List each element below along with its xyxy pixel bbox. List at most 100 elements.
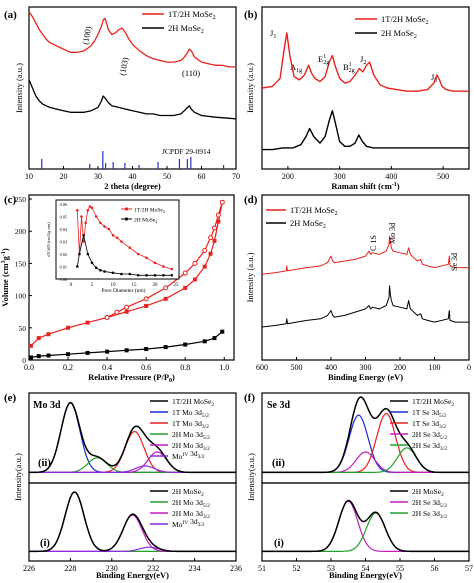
data-point-open xyxy=(211,225,217,231)
legend-2h: 2H MoSe2 xyxy=(168,23,204,35)
data-point-square xyxy=(144,347,149,352)
peak-label-103: (103) xyxy=(117,56,130,76)
data-point-open xyxy=(215,212,221,218)
y-axis-label: Intensity(a.u.) xyxy=(13,453,23,501)
fit-component-line xyxy=(29,491,236,553)
data-point-square xyxy=(28,355,33,360)
y-axis-tick-label: 0 xyxy=(22,356,26,365)
legend-text: 3d xyxy=(431,430,441,439)
inset-data-point xyxy=(90,261,94,265)
x-axis-tick-label: 200 xyxy=(394,363,406,372)
x-axis-tick-label: 600 xyxy=(256,363,268,372)
inset-y-tick-label: 0.01 xyxy=(60,265,67,270)
legend-label: 2H MoSe2 xyxy=(412,487,444,498)
x-axis-tick-label: 20 xyxy=(60,172,68,181)
inset-y-tick-label: 0.05 xyxy=(60,215,67,220)
x-axis-tick-label: 0.2 xyxy=(63,363,73,372)
legend-text: 3d xyxy=(188,517,198,526)
data-point-square xyxy=(208,251,213,256)
x-axis-tick-label: 232 xyxy=(147,564,159,573)
panel-f-plot-area: 51 52 53 54 55 56 57 Binding Energy(eV) Intensit… xyxy=(246,396,473,580)
legend-text: 1T xyxy=(412,419,421,428)
data-point-square xyxy=(220,329,225,334)
inset-x-axis-label: Pore Diameter (nm) xyxy=(102,287,146,294)
inset-data-point xyxy=(99,268,102,272)
legend-text: Mo xyxy=(181,498,194,507)
legend-text: Mo xyxy=(180,419,193,428)
inset-data-point xyxy=(145,273,148,277)
peak-label-j3: J3 xyxy=(431,72,437,84)
inset-data-point xyxy=(94,215,98,218)
x-axis-tick-label: 55 xyxy=(396,564,404,573)
jcpdf-label: JCPDF 29-0914 xyxy=(162,147,211,156)
legend-text: Se xyxy=(421,498,431,507)
panel-a-legend: 1T/2H MoSe2 2H MoSe2 xyxy=(142,9,216,35)
data-point-open xyxy=(114,309,120,315)
legend-sub: 3/2 xyxy=(198,454,205,460)
x-axis-label: Binding Energy(eV) xyxy=(329,570,402,580)
panel-c-frame xyxy=(28,194,235,361)
x-axis-tick-label: 300 xyxy=(360,363,372,372)
y-axis-label: Volume (cm3g-1) xyxy=(0,248,10,307)
legend-text: MoSe xyxy=(181,487,201,496)
legend-text: 3d xyxy=(193,441,203,450)
legend-text: 2H xyxy=(412,498,422,507)
x-axis-label-text: Relative Pressure (P/P xyxy=(88,372,169,382)
legend-text: Mo xyxy=(180,408,193,417)
legend-text: 2H xyxy=(172,441,182,450)
series-1t2h-line xyxy=(28,11,236,68)
y-axis-label: Intensity (a.u.) xyxy=(245,63,255,113)
data-point-open xyxy=(163,285,169,291)
legend-text: 3d xyxy=(431,498,441,507)
legend-label: MoIV 3d3/2 xyxy=(172,517,205,529)
data-point-square xyxy=(28,343,33,348)
data-point-open xyxy=(143,296,149,302)
x-axis-tick-label: 230 xyxy=(106,564,118,573)
legend-text: MoSe xyxy=(432,397,452,406)
legend-text: 3d xyxy=(193,498,203,507)
x-axis-tick-label: 54 xyxy=(362,564,370,573)
inset-y-axis-label: dV/dD (cm3/g nm) xyxy=(46,222,51,257)
annotation-c1s: C 1S xyxy=(369,235,378,251)
data-point-square xyxy=(85,350,90,355)
y-axis-tick-label: 250 xyxy=(15,195,27,204)
y-axis-tick-label: 50 xyxy=(19,324,27,333)
x-axis-label-text: Raman shift (cm xyxy=(331,181,391,191)
x-axis-label-sup: -1 xyxy=(392,182,397,188)
legend-text: Se xyxy=(421,430,431,439)
inset-data-point xyxy=(76,265,79,268)
panel-b: 200 300 400 500 Raman shift (cm-1) Intensity … xyxy=(244,6,470,191)
legend-sub: 3/2 xyxy=(440,514,447,520)
data-point-square xyxy=(163,296,168,301)
panel-e-label: (e) xyxy=(4,392,17,404)
legend-2h: 2H MoSe2 xyxy=(381,28,417,40)
x-axis-tick-label: 400 xyxy=(385,172,397,181)
inset-legend-red-marker xyxy=(124,207,129,211)
peak-label-j2: J2 xyxy=(360,54,366,66)
legend-label: 2H Mo 3d3/2 xyxy=(172,509,210,520)
legend-label: 1T Se 3d3/2 xyxy=(412,419,446,430)
legend-text: Mo xyxy=(181,509,194,518)
legend-sub: 2 xyxy=(441,492,444,498)
series-line xyxy=(30,202,223,347)
x-axis-tick-label: 51 xyxy=(258,564,266,573)
legend-label: 1T Mo 3d3/2 xyxy=(172,419,209,430)
data-point-square xyxy=(124,309,129,314)
x-axis-tick-label: 236 xyxy=(230,564,242,573)
panel-d-legend: 1T/2H MoSe2 2H MoSe2 xyxy=(266,205,338,230)
panel-f-label: (f) xyxy=(244,392,255,404)
data-point-square xyxy=(66,352,71,357)
legend-label: 2H Se 3d5/2 xyxy=(412,498,447,509)
envelope-line xyxy=(29,401,236,474)
x-axis-tick-label: 53 xyxy=(327,564,335,573)
y-axis-label: Intensity (a.u.) xyxy=(245,252,255,302)
inset-y-tick-label: 0.06 xyxy=(60,202,67,207)
panel-e-plot-area: 226 228 230 232 234 236 Binding Energy(eV) Inte… xyxy=(13,401,242,580)
legend-text: 3d xyxy=(430,419,440,428)
inset-data-point xyxy=(78,252,81,256)
legend-sub: 3/2 xyxy=(203,514,210,520)
legend-sup: IV xyxy=(182,452,188,458)
legend-text: MoSe xyxy=(421,487,441,496)
panel-a-label: (a) xyxy=(4,9,17,21)
